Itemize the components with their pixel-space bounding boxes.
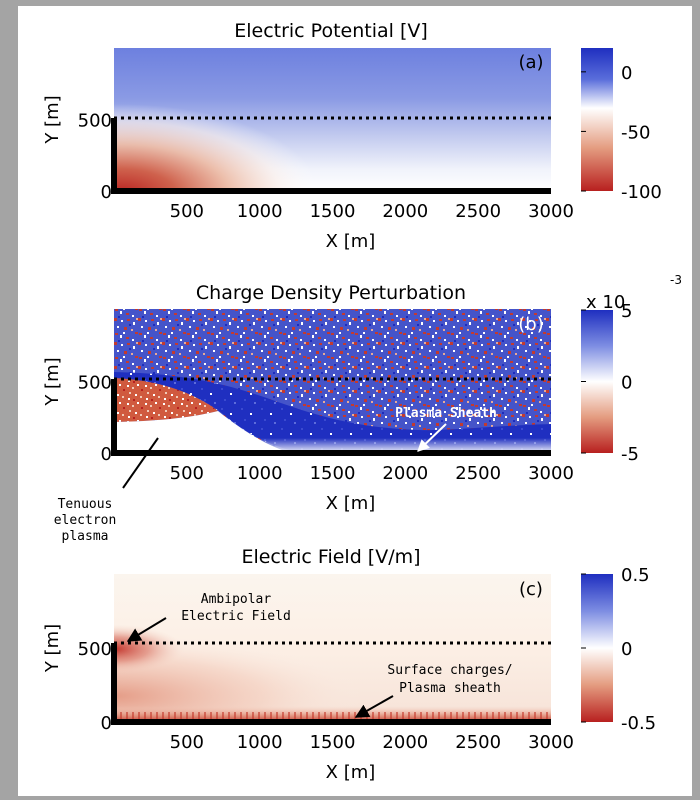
colorbar-tick-label: 0 [621, 63, 632, 84]
panel-title: Charge Density Perturbation [196, 282, 466, 304]
y-axis-label: Y [m] [42, 357, 63, 406]
x-tick-label: 2000 [382, 732, 428, 753]
x-tick-label: 1500 [310, 463, 356, 484]
x-tick-label: 500 [170, 732, 204, 753]
heatmap-ambipolar-spot [114, 574, 551, 722]
panel-charge-density: Charge Density Perturbation (b) Plasma S… [42, 273, 682, 544]
annotation-surface-line-2: Plasma sheath [399, 681, 501, 696]
annotation-surface-line-1: Surface charges/ [387, 663, 512, 678]
y-tick-label: 500 [78, 373, 112, 394]
colorbar-tick-label: -50 [621, 122, 650, 143]
colorbar [581, 310, 613, 453]
annotation-arrow [354, 695, 394, 718]
annotation-arrow [417, 423, 447, 452]
annotation-tenuous-line-2: electron [54, 513, 117, 528]
y-tick-label: 0 [101, 182, 112, 203]
y-axis-label: Y [m] [42, 95, 63, 144]
annotation-arrow [126, 617, 167, 642]
x-axis-label: X [m] [326, 493, 376, 514]
structure-wall [111, 118, 551, 194]
panel-title: Electric Potential [V] [234, 20, 428, 42]
colorbar-tick-label: 0.5 [621, 565, 650, 586]
annotation-tenuous-line-3: plasma [62, 529, 109, 544]
colorbar-tick-label: -0.5 [621, 713, 656, 734]
panel-label: (a) [518, 52, 543, 73]
structure-wall [111, 379, 551, 456]
figure-svg: Electric Potential [V] (a) 500 1000 1500 20… [42, 20, 682, 783]
panel-electric-potential: Electric Potential [V] (a) 500 1000 1500 20… [42, 20, 662, 252]
annotation-ambipolar-line-1: Ambipolar [201, 592, 272, 607]
axes: 500 1000 1500 2000 2500 3000 0 500 X [m] Y [m] [42, 357, 574, 514]
x-tick-label: 500 [170, 201, 204, 222]
x-tick-label: 3000 [528, 201, 574, 222]
heatmap-plasma-sheath [114, 372, 551, 451]
colorbar-tick-label: -100 [621, 182, 662, 203]
panel-electric-field: Electric Field [V/m] (c) Ambipolar Elect… [42, 546, 656, 783]
x-tick-label: 2500 [455, 463, 501, 484]
x-tick-label: 1000 [237, 201, 283, 222]
x-tick-label: 3000 [528, 732, 574, 753]
x-tick-label: 1000 [237, 732, 283, 753]
colorbar-ticks: 5 0 -5 x 10 -3 [581, 273, 682, 465]
y-tick-label: 500 [78, 111, 112, 132]
y-tick-label: 500 [78, 639, 112, 660]
colorbar-ticks: 0.5 0 -0.5 [581, 565, 656, 734]
panel-label: (b) [518, 314, 543, 335]
panel-label: (c) [519, 579, 543, 600]
annotation-ambipolar-line-2: Electric Field [181, 609, 291, 624]
x-tick-label: 1500 [310, 732, 356, 753]
x-tick-label: 500 [170, 463, 204, 484]
x-tick-label: 1000 [237, 463, 283, 484]
colorbar-tick-label: 0 [621, 373, 632, 394]
colorbar-exponent-power: -3 [670, 273, 682, 287]
colorbar-exponent: x 10 [586, 292, 625, 313]
y-tick-label: 0 [101, 713, 112, 734]
heatmap-surface-stripes [114, 712, 551, 722]
x-axis-label: X [m] [326, 231, 376, 252]
colorbar-ticks: 0 -50 -100 [581, 63, 662, 203]
heatmap-floor-fade [114, 438, 551, 451]
x-tick-label: 1500 [310, 201, 356, 222]
colorbar-tick-label: -5 [621, 444, 639, 465]
y-axis-label: Y [m] [42, 624, 63, 673]
colorbar-tick-label: 5 [621, 301, 632, 322]
x-axis-label: X [m] [326, 762, 376, 783]
x-tick-label: 2500 [455, 732, 501, 753]
colorbar-tick-label: 0 [621, 639, 632, 660]
axes: 500 1000 1500 2000 2500 3000 0 500 X [m] Y [m] [42, 95, 574, 252]
x-tick-label: 3000 [528, 463, 574, 484]
y-tick-label: 0 [101, 444, 112, 465]
annotation-arrow [122, 437, 159, 489]
figure: Electric Potential [V] (a) 500 1000 1500 20… [18, 6, 692, 796]
annotation-tenuous-line-1: Tenuous [58, 497, 113, 512]
axes: 500 1000 1500 2000 2500 3000 0 500 X [m] Y [m] [42, 624, 574, 783]
x-tick-label: 2000 [382, 201, 428, 222]
x-tick-label: 2000 [382, 463, 428, 484]
x-tick-label: 2500 [455, 201, 501, 222]
annotation-plasma-sheath: Plasma Sheath [395, 406, 497, 421]
structure-wall [111, 643, 551, 725]
colorbar [581, 574, 613, 722]
colorbar [581, 48, 613, 191]
panel-title: Electric Field [V/m] [241, 546, 420, 568]
heatmap-electron-region [114, 378, 218, 422]
